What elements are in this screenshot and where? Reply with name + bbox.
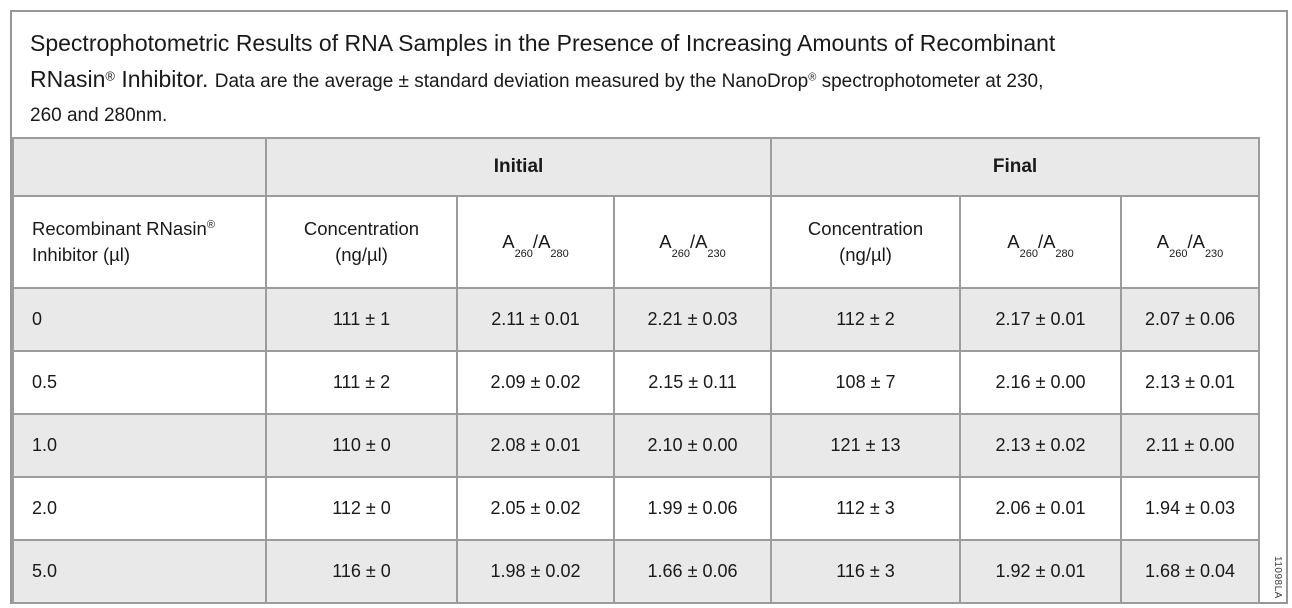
- table-cell: 110 ± 0: [265, 413, 458, 478]
- table-cell: 116 ± 0: [265, 539, 458, 604]
- table-cell: 2.17 ± 0.01: [959, 287, 1123, 352]
- table-cell: 1.99 ± 0.06: [612, 476, 773, 541]
- corner-cell: [12, 137, 267, 197]
- table-cell: 112 ± 3: [770, 476, 962, 541]
- caption-description: Data are the average ± standard deviatio…: [214, 71, 809, 92]
- col-header-initial-a260-a230: A260/A230: [612, 195, 773, 289]
- table-row: 2.0 112 ± 0 2.05 ± 0.02 1.99 ± 0.06 112 …: [12, 476, 1261, 541]
- col-header-initial-concentration: Concentration (ng/µl): [265, 195, 458, 289]
- table-cell: 112 ± 0: [265, 476, 458, 541]
- table-row: 1.0 110 ± 0 2.08 ± 0.01 2.10 ± 0.00 121 …: [12, 413, 1261, 478]
- caption-line-2: RNasin® Inhibitor. Data are the average …: [30, 66, 1044, 92]
- col-header-final-a260-a280: A260/A280: [959, 195, 1123, 289]
- table-cell: 1.98 ± 0.02: [456, 539, 615, 604]
- column-header-row: Recombinant RNasin® Inhibitor (µl) Concen…: [12, 195, 1261, 289]
- table-cell: 2.13 ± 0.01: [1120, 350, 1261, 415]
- col-header-initial-a260-a280: A260/A280: [456, 195, 615, 289]
- table-cell: 1.92 ± 0.01: [959, 539, 1123, 604]
- table-cell: 2.21 ± 0.03: [612, 287, 773, 352]
- table-cell: 116 ± 3: [770, 539, 962, 604]
- table-cell: 2.13 ± 0.02: [959, 413, 1123, 478]
- caption-title: Spectrophotometric Results of RNA Sample…: [30, 30, 1056, 56]
- figure-caption: Spectrophotometric Results of RNA Sample…: [12, 12, 1286, 137]
- table-cell: 1.68 ± 0.04: [1120, 539, 1261, 604]
- table-cell: 2.15 ± 0.11: [612, 350, 773, 415]
- table-cell: 2.08 ± 0.01: [456, 413, 615, 478]
- table-cell: 2.06 ± 0.01: [959, 476, 1123, 541]
- table-cell: 1.0: [12, 413, 267, 478]
- group-header-row: Initial Final: [12, 137, 1261, 197]
- table-row: 0.5 111 ± 2 2.09 ± 0.02 2.15 ± 0.11 108 …: [12, 350, 1261, 415]
- caption-line-1: Spectrophotometric Results of RNA Sample…: [30, 27, 1256, 63]
- table-cell: 2.09 ± 0.02: [456, 350, 615, 415]
- table-cell: 0.5: [12, 350, 267, 415]
- table-cell: 2.11 ± 0.01: [456, 287, 615, 352]
- table-cell: 112 ± 2: [770, 287, 962, 352]
- group-header-initial: Initial: [264, 137, 773, 197]
- table-cell: 2.11 ± 0.00: [1120, 413, 1261, 478]
- table-cell: 2.0: [12, 476, 267, 541]
- registered-mark: ®: [206, 218, 215, 231]
- col-header-inhibitor: Recombinant RNasin® Inhibitor (µl): [12, 195, 267, 289]
- caption-line-3: 260 and 280nm.: [30, 105, 168, 126]
- table-cell: 111 ± 1: [265, 287, 458, 352]
- table-cell: 2.10 ± 0.00: [612, 413, 773, 478]
- table-cell: 0: [12, 287, 267, 352]
- table-cell: 1.94 ± 0.03: [1120, 476, 1261, 541]
- table-cell: 108 ± 7: [770, 350, 962, 415]
- results-table: Initial Final Recombinant RNasin® Inhibit…: [12, 137, 1261, 604]
- col-header-final-a260-a230: A260/A230: [1120, 195, 1261, 289]
- figure-panel: Spectrophotometric Results of RNA Sample…: [10, 10, 1288, 604]
- table-cell: 2.05 ± 0.02: [456, 476, 615, 541]
- registered-mark: ®: [808, 71, 817, 84]
- table-row: 0 111 ± 1 2.11 ± 0.01 2.21 ± 0.03 112 ± …: [12, 287, 1261, 352]
- registered-mark: ®: [105, 68, 116, 84]
- table-cell: 5.0: [12, 539, 267, 604]
- group-header-final: Final: [770, 137, 1261, 197]
- table-cell: 2.16 ± 0.00: [959, 350, 1123, 415]
- table-cell: 121 ± 13: [770, 413, 962, 478]
- table-cell: 2.07 ± 0.06: [1120, 287, 1261, 352]
- table-row: 5.0 116 ± 0 1.98 ± 0.02 1.66 ± 0.06 116 …: [12, 539, 1261, 604]
- table-cell: 1.66 ± 0.06: [612, 539, 773, 604]
- figure-id-label: 11098LA: [1272, 556, 1283, 599]
- col-header-final-concentration: Concentration (ng/µl): [770, 195, 962, 289]
- table-cell: 111 ± 2: [265, 350, 458, 415]
